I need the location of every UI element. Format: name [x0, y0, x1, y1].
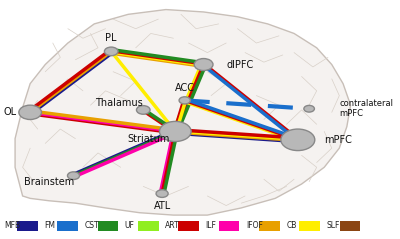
Text: ACC: ACC	[175, 83, 195, 93]
Text: SLF: SLF	[326, 221, 340, 230]
Circle shape	[160, 121, 191, 141]
Bar	[178, 221, 199, 231]
Text: FM: FM	[44, 221, 55, 230]
Bar	[57, 221, 78, 231]
Circle shape	[179, 97, 190, 104]
Text: dlPFC: dlPFC	[226, 60, 254, 70]
Text: ILF: ILF	[206, 221, 216, 230]
Circle shape	[281, 129, 315, 151]
Bar	[340, 221, 360, 231]
Circle shape	[19, 105, 42, 120]
Bar	[219, 221, 239, 231]
Text: Thalamus: Thalamus	[95, 98, 143, 108]
Circle shape	[104, 47, 118, 56]
Text: contralateral
mPFC: contralateral mPFC	[339, 99, 393, 119]
Text: CST: CST	[84, 221, 99, 230]
Polygon shape	[15, 10, 351, 215]
Circle shape	[156, 190, 168, 197]
Text: mPFC: mPFC	[324, 135, 352, 145]
Circle shape	[304, 105, 314, 112]
Text: Brainstem: Brainstem	[24, 177, 74, 187]
Text: Striatum: Striatum	[128, 134, 170, 144]
Bar	[98, 221, 118, 231]
Text: ART: ART	[165, 221, 180, 230]
Circle shape	[68, 172, 80, 179]
Bar	[299, 221, 320, 231]
Text: MFB: MFB	[4, 221, 20, 230]
Bar	[259, 221, 280, 231]
Text: PL: PL	[106, 33, 117, 43]
Text: ATL: ATL	[154, 201, 171, 211]
Circle shape	[194, 59, 213, 71]
Circle shape	[136, 106, 150, 114]
Text: IFOF: IFOF	[246, 221, 263, 230]
Bar	[138, 221, 159, 231]
Text: UF: UF	[125, 221, 135, 230]
Text: OL: OL	[4, 107, 17, 117]
Text: CB: CB	[286, 221, 296, 230]
Bar	[17, 221, 38, 231]
